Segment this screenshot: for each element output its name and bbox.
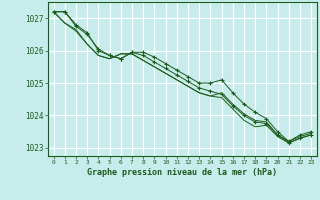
X-axis label: Graphe pression niveau de la mer (hPa): Graphe pression niveau de la mer (hPa) [87,168,277,177]
